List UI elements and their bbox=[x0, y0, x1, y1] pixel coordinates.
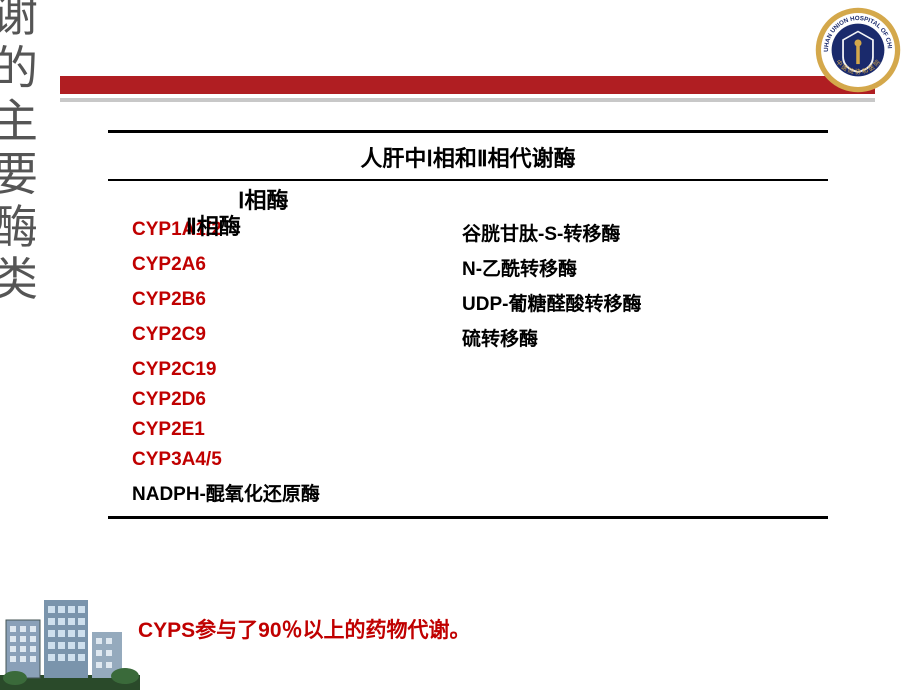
table-row: CYP2C9 硫转移酶 bbox=[108, 320, 828, 355]
table-row: CYP3A4/5 bbox=[108, 445, 828, 475]
phase2-enzyme: 硫转移酶 bbox=[462, 324, 828, 351]
table-row: CYP2C19 bbox=[108, 355, 828, 385]
phase2-enzyme bbox=[462, 359, 828, 381]
side-title-partial: 谢 的 主 要 酶 类 bbox=[0, 0, 38, 307]
table-row: NADPH-醌氧化还原酶 bbox=[108, 475, 828, 510]
hospital-logo: WUHAN UNION HOSPITAL OF CHINA 中 医 院 协 和 … bbox=[814, 6, 902, 94]
phase1-enzyme: CYP3A4/5 bbox=[132, 449, 462, 471]
side-char: 酶 bbox=[0, 202, 38, 255]
table-row: CYP2A6 N-乙酰转移酶 bbox=[108, 250, 828, 285]
table-headers: Ⅰ相酶 Ⅱ相酶 bbox=[108, 181, 828, 237]
phase1-enzyme: CYP2C19 bbox=[132, 359, 462, 381]
enzyme-table: 人肝中Ⅰ相和Ⅱ相代谢酶 Ⅰ相酶 Ⅱ相酶 CYP1A1/2 谷胱甘肽-S-转移酶 … bbox=[108, 130, 828, 519]
phase2-enzyme bbox=[462, 449, 828, 471]
side-char: 主 bbox=[0, 96, 38, 149]
side-char: 要 bbox=[0, 149, 38, 202]
side-char: 的 bbox=[0, 43, 38, 96]
header-gray-line bbox=[60, 98, 875, 102]
building-illustration bbox=[0, 580, 140, 690]
table-row: CYP2E1 bbox=[108, 415, 828, 445]
phase1-enzyme: CYP2A6 bbox=[132, 254, 462, 281]
side-char: 谢 bbox=[0, 0, 38, 43]
footnote-text: CYPS参与了90％以上的药物代谢。 bbox=[138, 614, 471, 644]
phase1-enzyme: CYP2E1 bbox=[132, 419, 462, 441]
phase1-enzyme: CYP2D6 bbox=[132, 389, 462, 411]
col-header-phase1: Ⅰ相酶 bbox=[238, 183, 289, 215]
phase1-enzyme: NADPH-醌氧化还原酶 bbox=[132, 479, 462, 506]
table-rule-bottom bbox=[108, 516, 828, 519]
phase1-enzyme: CYP2C9 bbox=[132, 324, 462, 351]
table-row: CYP2D6 bbox=[108, 385, 828, 415]
phase2-enzyme: UDP-葡糖醛酸转移酶 bbox=[462, 289, 828, 316]
phase2-enzyme bbox=[462, 479, 828, 506]
phase1-enzyme: CYP2B6 bbox=[132, 289, 462, 316]
table-title: 人肝中Ⅰ相和Ⅱ相代谢酶 bbox=[108, 133, 828, 179]
header-red-bar bbox=[60, 76, 875, 94]
phase2-enzyme bbox=[462, 419, 828, 441]
table-row: CYP2B6 UDP-葡糖醛酸转移酶 bbox=[108, 285, 828, 320]
phase2-enzyme bbox=[462, 389, 828, 411]
col-header-phase2: Ⅱ相酶 bbox=[186, 209, 241, 241]
side-char: 类 bbox=[0, 254, 38, 307]
phase2-enzyme: N-乙酰转移酶 bbox=[462, 254, 828, 281]
